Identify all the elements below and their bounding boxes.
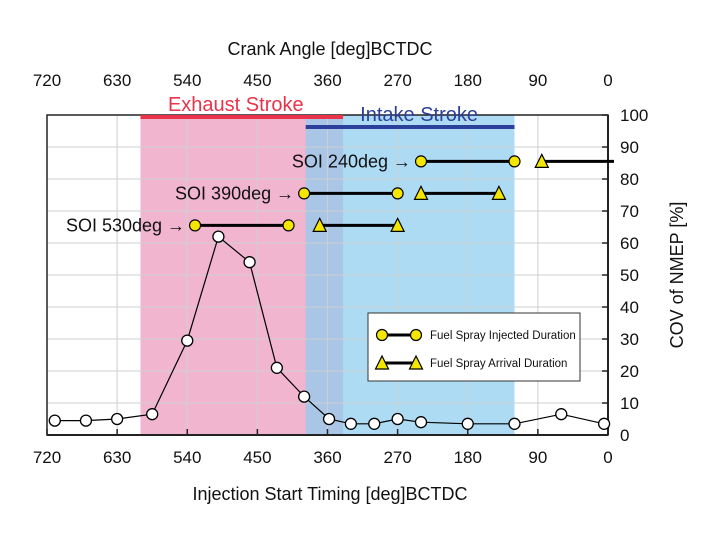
legend-triangle-marker	[374, 354, 390, 370]
cov-point	[368, 417, 381, 430]
y-tick-label: 80	[620, 170, 639, 189]
y-tick-label: 50	[620, 266, 639, 285]
cov-point	[146, 408, 159, 421]
x-tick-label-bottom: 540	[173, 448, 201, 467]
cov-point	[414, 416, 428, 429]
cov-point	[322, 412, 336, 426]
injected-end-point	[391, 187, 404, 200]
x-tick-label-top: 450	[243, 71, 271, 90]
cov-point	[243, 256, 256, 269]
soi-label: SOI 390deg →	[175, 183, 294, 203]
cov-point	[461, 417, 474, 430]
x-tick-label-bottom: 270	[383, 448, 411, 467]
y-tick-label: 90	[620, 138, 639, 157]
y-tick-label: 0	[620, 426, 629, 445]
legend-label: Fuel Spray Injected Duration	[430, 330, 576, 342]
cov-point	[391, 412, 404, 426]
x-tick-label-top: 0	[603, 71, 612, 90]
x-tick-label-top: 180	[454, 71, 482, 90]
x-tick-label-bottom: 180	[454, 448, 482, 467]
grid	[46, 114, 609, 436]
soi-label: SOI 240deg →	[292, 151, 411, 171]
duration-lines: SOI 240deg → SOI 390deg → SOI 530deg →	[66, 151, 614, 235]
x-tick-label-top: 720	[33, 71, 61, 90]
cov-point	[110, 412, 124, 426]
x-tick-label-bottom: 720	[33, 448, 61, 467]
soi-label: SOI 530deg →	[66, 215, 185, 235]
cov-point	[212, 230, 225, 243]
x-tick-label-top: 90	[528, 71, 547, 90]
x-tick-label-top: 360	[313, 71, 341, 90]
injected-end-point	[282, 219, 295, 232]
cov-series	[48, 230, 611, 430]
legend-label: Fuel Spray Arrival Duration	[430, 358, 567, 370]
x-tick-label-top: 630	[103, 71, 131, 90]
exhaust-stroke-label: Exhaust Stroke	[168, 94, 304, 116]
y-axis-title: COV of NMEP [%]	[667, 202, 687, 349]
arrival-start-point	[534, 153, 550, 168]
intake-stroke-label: Intake Stroke	[360, 104, 478, 126]
x-tick-label-bottom: 360	[313, 448, 341, 467]
axes: 0 10 20 30 40 50 60 70 80 90 100 720 720 630 630 540 540…	[33, 71, 649, 467]
bottom-x-axis-title: Injection Start Timing [deg]BCTDC	[192, 484, 467, 504]
legend-box	[367, 312, 581, 382]
stroke-bars: Exhaust Stroke Intake Stroke	[140, 94, 515, 129]
y-tick-label: 40	[620, 298, 639, 317]
cov-point	[181, 334, 194, 347]
legend-circle-marker	[375, 328, 389, 342]
arrival-end-point	[491, 185, 507, 200]
x-tick-label-bottom: 0	[603, 448, 612, 467]
x-tick-label-bottom: 630	[103, 448, 131, 467]
cov-point	[344, 417, 358, 430]
injected-start-point	[414, 155, 428, 168]
x-tick-label-bottom: 450	[243, 448, 271, 467]
y-tick-label: 70	[620, 202, 639, 221]
legend: Fuel Spray Injected Duration Fuel Spray A…	[367, 312, 581, 382]
y-tick-label: 100	[620, 106, 648, 125]
arrival-end-point	[390, 217, 406, 232]
y-tick-label: 20	[620, 362, 639, 381]
y-tick-label: 60	[620, 234, 639, 253]
arrival-start-point	[312, 217, 328, 232]
top-x-axis-title: Crank Angle [deg]BCTDC	[227, 39, 432, 59]
injected-start-point	[298, 187, 311, 200]
injected-start-point	[188, 219, 202, 232]
cov-point	[555, 408, 568, 421]
legend-circle-marker	[409, 328, 423, 342]
cov-point	[79, 414, 93, 427]
y-tick-label: 10	[620, 394, 639, 413]
cov-point	[597, 417, 611, 430]
cov-point	[297, 390, 311, 403]
x-tick-label-bottom: 90	[528, 448, 547, 467]
injected-end-point	[508, 155, 521, 168]
x-tick-label-top: 540	[173, 71, 201, 90]
cov-point	[48, 414, 61, 427]
x-tick-label-top: 270	[383, 71, 411, 90]
cov-point	[508, 417, 521, 430]
y-tick-label: 30	[620, 330, 639, 349]
cov-point	[270, 361, 284, 374]
axis-labels: Crank Angle [deg]BCTDC Injection Start Ti…	[192, 39, 687, 504]
arrival-start-point	[413, 185, 429, 200]
legend-triangle-marker	[408, 354, 424, 370]
